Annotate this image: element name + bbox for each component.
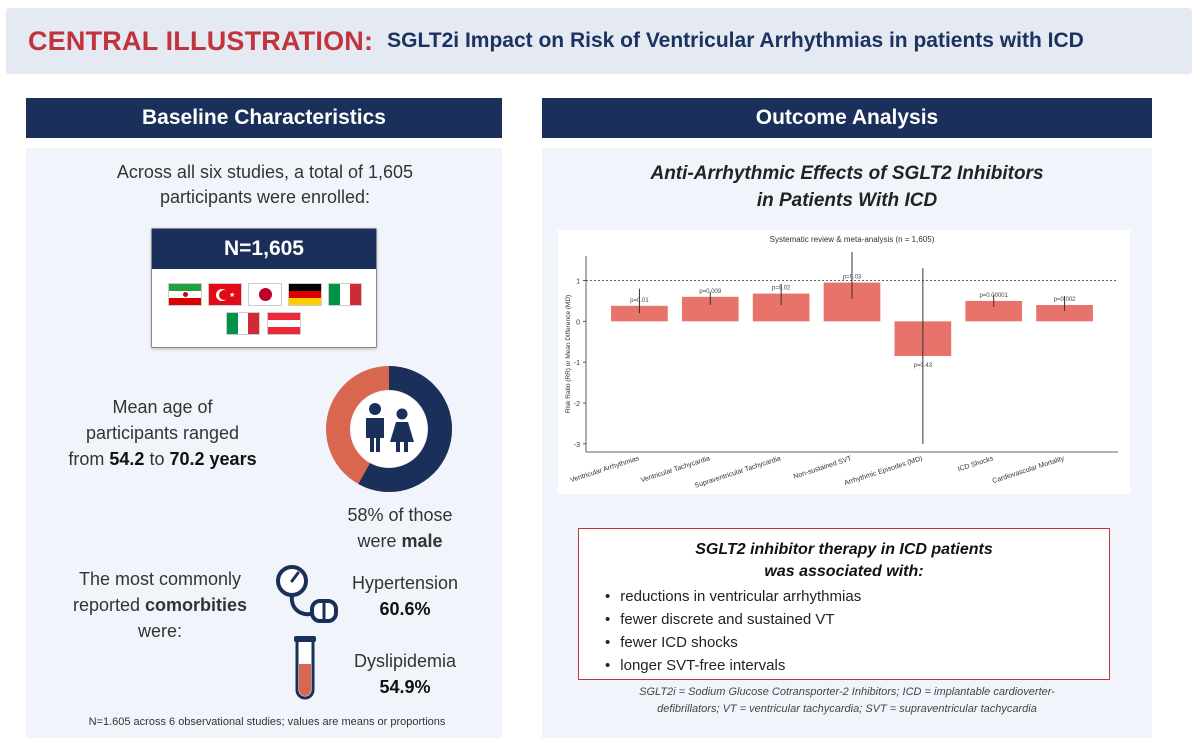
y-tick-label: -2 (574, 401, 580, 408)
hypertension-value: 60.6% (379, 599, 431, 619)
abbreviations-footnote: SGLT2i = Sodium Glucose Cotransporter-2 … (560, 684, 1134, 718)
austria-flag (267, 312, 301, 335)
comorb-bold: comorbities (145, 595, 248, 615)
p-value-label: p=0.009 (699, 289, 722, 295)
bar (1036, 305, 1093, 322)
abbrev-line-2: defibrillators; VT = ventricular tachyca… (657, 703, 1037, 715)
male-bold: male (401, 531, 443, 551)
dyslipidemia-label: Dyslipidemia (353, 651, 457, 671)
x-tick-label: Ventricular Tachycardia (640, 455, 711, 484)
italy-flag (328, 283, 362, 306)
y-tick-label: 1 (576, 279, 580, 286)
summary-item: fewer discrete and sustained VT (605, 608, 861, 631)
age-text: Mean age of participants ranged from 54.… (50, 394, 275, 472)
bar (611, 305, 668, 322)
dyslipidemia-item: Dyslipidemia 54.9% (340, 648, 470, 700)
summary-item: fewer ICD shocks (605, 631, 861, 654)
n-label: N=1,605 (152, 229, 376, 269)
donut-center (351, 391, 427, 467)
iran-flag (168, 283, 202, 306)
p-value-label: p=0.43 (914, 363, 933, 369)
title-accent: CENTRAL ILLUSTRATION: (28, 25, 374, 56)
age-max: 70.2 years (169, 449, 257, 469)
test-tube-icon (294, 636, 316, 700)
japan-flag (248, 283, 282, 306)
dyslipidemia-value: 54.9% (379, 677, 431, 697)
donut-male-segment (326, 366, 452, 492)
comorb-line-2: reported comorbities (72, 595, 248, 615)
germany-flag (288, 283, 322, 306)
x-tick-label: ICD Shocks (957, 455, 995, 473)
chart-ylabel: Risk Ratio (RR) or Mean Difference (MD) (565, 295, 572, 413)
blood-pressure-icon (276, 565, 338, 623)
comorb-line-1: The most commonly (78, 569, 242, 589)
people-icon (366, 403, 414, 452)
summary-item: reductions in ventricular arrhythmias (605, 585, 861, 608)
comorb-line-3: were: (137, 621, 182, 641)
chart-title: Systematic review & meta-analysis (n = 1… (770, 235, 935, 244)
outcome-subtitle: Anti-Arrhythmic Effects of SGLT2 Inhibit… (560, 160, 1134, 214)
age-line-1: Mean age of (112, 397, 213, 417)
chart-frame: Systematic review & meta-analysis (n = 1… (558, 230, 1130, 494)
summary-box: SGLT2 inhibitor therapy in ICD patients … (578, 528, 1110, 680)
bar (965, 300, 1023, 322)
p-value-label: p=0.02 (772, 286, 791, 292)
y-tick-label: -3 (574, 442, 580, 449)
enrolled-line-2: participants were enrolled: (159, 187, 371, 207)
age-line-2: participants ranged (85, 423, 240, 443)
male-line-2: were male (357, 531, 443, 551)
p-value-label: p=0.03 (843, 275, 862, 281)
p-value-label: p=0.00001 (979, 293, 1008, 299)
y-tick-label: -1 (574, 360, 580, 367)
comorbidities-text: The most commonly reported comorbities w… (40, 566, 280, 644)
enrolled-text: Across all six studies, a total of 1,605… (60, 160, 470, 210)
male-donut-chart (326, 366, 452, 492)
summary-line-2: was associated with: (764, 563, 924, 580)
male-text: 58% of those were male (300, 502, 500, 554)
italy-flag-2 (226, 312, 260, 335)
participants-box: N=1,605 ★ (151, 228, 377, 348)
outcome-header: Outcome Analysis (542, 98, 1152, 138)
summary-heading: SGLT2 inhibitor therapy in ICD patients … (579, 539, 1109, 583)
subtitle-line-2: in Patients With ICD (756, 190, 938, 211)
subtitle-line-1: Anti-Arrhythmic Effects of SGLT2 Inhibit… (650, 163, 1044, 184)
x-tick-label: Non-sustained SVT (793, 455, 854, 481)
hypertension-label: Hypertension (351, 573, 459, 593)
hypertension-item: Hypertension 60.6% (340, 570, 470, 622)
age-line-3: from 54.2 to 70.2 years (68, 449, 257, 469)
summary-line-1: SGLT2 inhibitor therapy in ICD patients (695, 541, 993, 558)
summary-list: reductions in ventricular arrhythmias fe… (605, 585, 861, 677)
page-title: SGLT2i Impact on Risk of Ventricular Arr… (387, 29, 1084, 52)
x-tick-label: Ventricular Arrhythmias (569, 455, 640, 484)
baseline-footnote: N=1.605 across 6 observational studies; … (88, 716, 446, 728)
male-line-1: 58% of those (347, 505, 453, 525)
title-bar: CENTRAL ILLUSTRATION: SGLT2i Impact on R… (6, 8, 1192, 74)
age-min: 54.2 (109, 449, 145, 469)
y-tick-label: 0 (576, 319, 580, 326)
abbrev-line-1: SGLT2i = Sodium Glucose Cotransporter-2 … (639, 686, 1055, 698)
turkey-flag: ★ (208, 283, 242, 306)
p-value-label: p=0.01 (630, 298, 649, 304)
x-tick-label: Cardiovascular Mortality (992, 455, 1066, 485)
p-value-label: p=0.002 (1054, 297, 1077, 303)
summary-item: longer SVT-free intervals (605, 654, 861, 677)
enrolled-line-1: Across all six studies, a total of 1,605 (116, 162, 414, 182)
outcome-bar-chart: Systematic review & meta-analysis (n = 1… (565, 235, 1118, 490)
x-tick-label: Arrhythmic Episodes (MD) (844, 455, 924, 487)
baseline-header: Baseline Characteristics (26, 98, 502, 138)
